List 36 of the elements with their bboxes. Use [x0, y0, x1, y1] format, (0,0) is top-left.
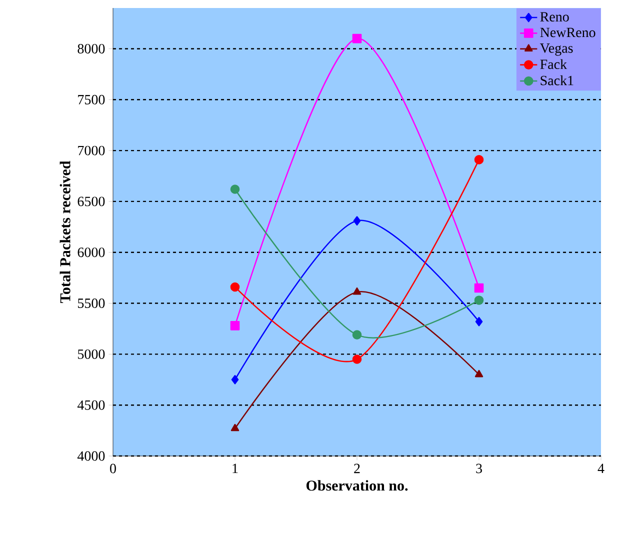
x-tick-label: 2 [354, 464, 360, 474]
y-tick-label: 4000 [77, 451, 105, 461]
x-tick-label: 4 [598, 464, 604, 474]
point [474, 296, 484, 305]
point [474, 283, 484, 293]
y-tick-label: 7000 [78, 146, 105, 156]
y-tick-label: 6500 [78, 196, 105, 206]
x-tick-label: 1 [232, 464, 238, 474]
x-axis-title: Observation no. [306, 480, 408, 491]
point [230, 184, 240, 194]
point [230, 282, 240, 292]
point [231, 374, 239, 384]
y-tick-label: 4500 [77, 400, 105, 410]
legend-label: Fack [540, 59, 568, 70]
point [230, 424, 240, 432]
y-axis-title: Total Packets received [60, 160, 70, 303]
point [230, 321, 240, 330]
point [352, 354, 362, 364]
legend-label: NewReno [540, 28, 596, 38]
y-tick-label: 5500 [78, 298, 105, 308]
point [352, 330, 362, 340]
point [352, 34, 362, 44]
x-tick-label: 0 [110, 464, 116, 474]
y-tick-label: 5000 [78, 349, 105, 359]
y-tick-label: 8000 [78, 44, 105, 54]
y-tick-label: 7500 [78, 94, 105, 104]
point [475, 316, 483, 326]
point [352, 287, 362, 295]
legend-label: Sack1 [540, 75, 574, 86]
point [353, 216, 361, 226]
point [474, 155, 484, 164]
legend-label: Vegas [540, 44, 573, 56]
x-tick-label: 3 [476, 464, 482, 474]
point [474, 370, 484, 378]
y-tick-label: 6000 [78, 248, 105, 258]
legend-label: Reno [540, 12, 569, 22]
